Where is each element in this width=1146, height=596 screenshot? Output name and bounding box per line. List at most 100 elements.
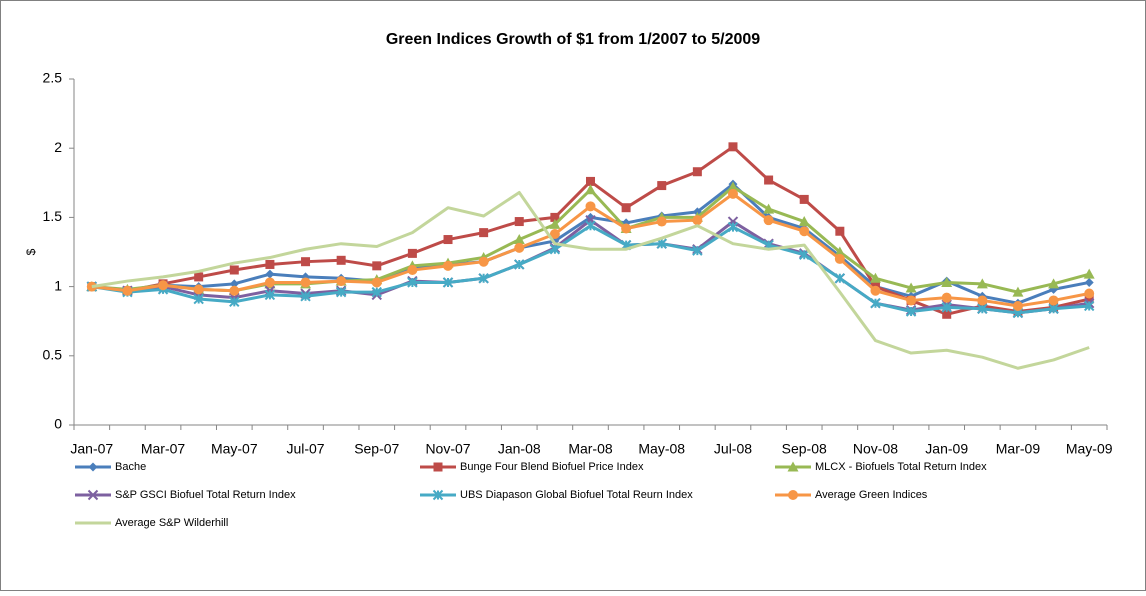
- marker: [193, 284, 204, 295]
- marker: [229, 296, 240, 308]
- marker: [727, 188, 738, 199]
- marker: [300, 277, 311, 288]
- marker: [264, 277, 275, 288]
- y-tick-label: 0: [54, 416, 62, 432]
- marker: [1084, 294, 1094, 304]
- marker: [336, 276, 347, 287]
- marker: [478, 256, 489, 267]
- marker: [799, 226, 810, 237]
- marker: [193, 293, 204, 305]
- marker: [432, 489, 444, 501]
- marker: [941, 302, 952, 313]
- marker: [976, 278, 988, 289]
- marker: [1084, 288, 1095, 299]
- legend-label: Average Green Indices: [815, 489, 928, 501]
- legend-label: S&P GSCI Biofuel Total Return Index: [115, 489, 296, 501]
- marker: [442, 277, 454, 288]
- marker: [550, 212, 560, 222]
- marker: [407, 277, 418, 288]
- marker: [549, 218, 561, 229]
- x-tick-label: Mar-08: [568, 441, 613, 457]
- marker: [834, 246, 846, 257]
- marker: [692, 215, 703, 226]
- marker: [433, 462, 443, 472]
- marker: [621, 223, 632, 234]
- y-tick-label: 1: [54, 277, 62, 293]
- marker: [229, 265, 239, 275]
- marker: [229, 279, 239, 289]
- marker: [727, 181, 739, 192]
- marker: [585, 201, 596, 212]
- marker: [798, 216, 810, 227]
- marker: [835, 226, 845, 236]
- marker: [301, 257, 311, 267]
- marker: [657, 181, 667, 191]
- legend: Bache Bunge Four Blend Biofuel Price Inde…: [75, 461, 987, 529]
- marker: [372, 261, 382, 271]
- marker: [869, 272, 881, 283]
- marker: [549, 229, 560, 240]
- marker: [371, 286, 382, 298]
- marker: [300, 291, 311, 302]
- y-axis-label: $: [24, 248, 38, 255]
- marker: [727, 221, 739, 233]
- x-tick-label: Jul-07: [286, 441, 324, 457]
- marker: [763, 203, 775, 214]
- x-tick-label: Jan-08: [498, 441, 541, 457]
- x-tick-label: Jan-09: [925, 441, 968, 457]
- marker: [585, 220, 596, 231]
- marker: [1048, 303, 1059, 314]
- marker: [621, 203, 631, 213]
- x-tick-label: May-08: [638, 441, 685, 457]
- x-tick-label: May-07: [211, 441, 258, 457]
- y-tick-label: 1.5: [43, 208, 63, 224]
- marker: [799, 194, 809, 204]
- x-tick-label: Mar-07: [141, 441, 186, 457]
- marker: [479, 228, 489, 238]
- marker: [834, 273, 846, 284]
- x-tick-label: Jan-07: [70, 441, 113, 457]
- marker: [443, 235, 453, 245]
- marker: [905, 282, 917, 293]
- marker: [1048, 295, 1059, 306]
- marker: [407, 248, 417, 258]
- x-tick-label: Sep-08: [782, 441, 827, 457]
- marker: [692, 245, 703, 256]
- marker: [656, 238, 667, 249]
- legend-label: Bache: [115, 461, 146, 473]
- marker: [1048, 278, 1060, 289]
- marker: [1012, 300, 1023, 311]
- marker: [88, 462, 98, 472]
- series-line: [91, 190, 1090, 370]
- marker: [1012, 286, 1024, 297]
- marker: [1084, 277, 1094, 287]
- x-tick-label: Nov-07: [425, 441, 470, 457]
- x-tick-label: Jul-08: [714, 441, 752, 457]
- legend-label: Average S&P Wilderhill: [115, 517, 228, 529]
- marker: [514, 242, 525, 253]
- marker: [513, 234, 525, 245]
- marker: [728, 142, 738, 152]
- x-tick-label: Nov-08: [853, 441, 898, 457]
- y-tick-label: 2: [54, 139, 62, 155]
- y-tick-label: 2.5: [43, 70, 63, 86]
- legend-label: MLCX - Biofuels Total Return Index: [815, 461, 987, 473]
- marker: [514, 259, 525, 270]
- marker: [870, 298, 881, 309]
- marker: [870, 285, 881, 296]
- marker: [906, 295, 917, 306]
- marker: [407, 264, 418, 275]
- marker: [977, 303, 988, 314]
- marker: [264, 289, 276, 301]
- x-tick-label: May-09: [1066, 441, 1113, 457]
- marker: [977, 295, 988, 306]
- marker: [87, 489, 99, 501]
- marker: [941, 292, 952, 303]
- marker: [656, 216, 667, 227]
- marker: [585, 184, 596, 195]
- marker: [942, 309, 952, 319]
- marker: [586, 212, 595, 222]
- marker: [265, 269, 275, 279]
- x-tick-label: Mar-09: [996, 441, 1041, 457]
